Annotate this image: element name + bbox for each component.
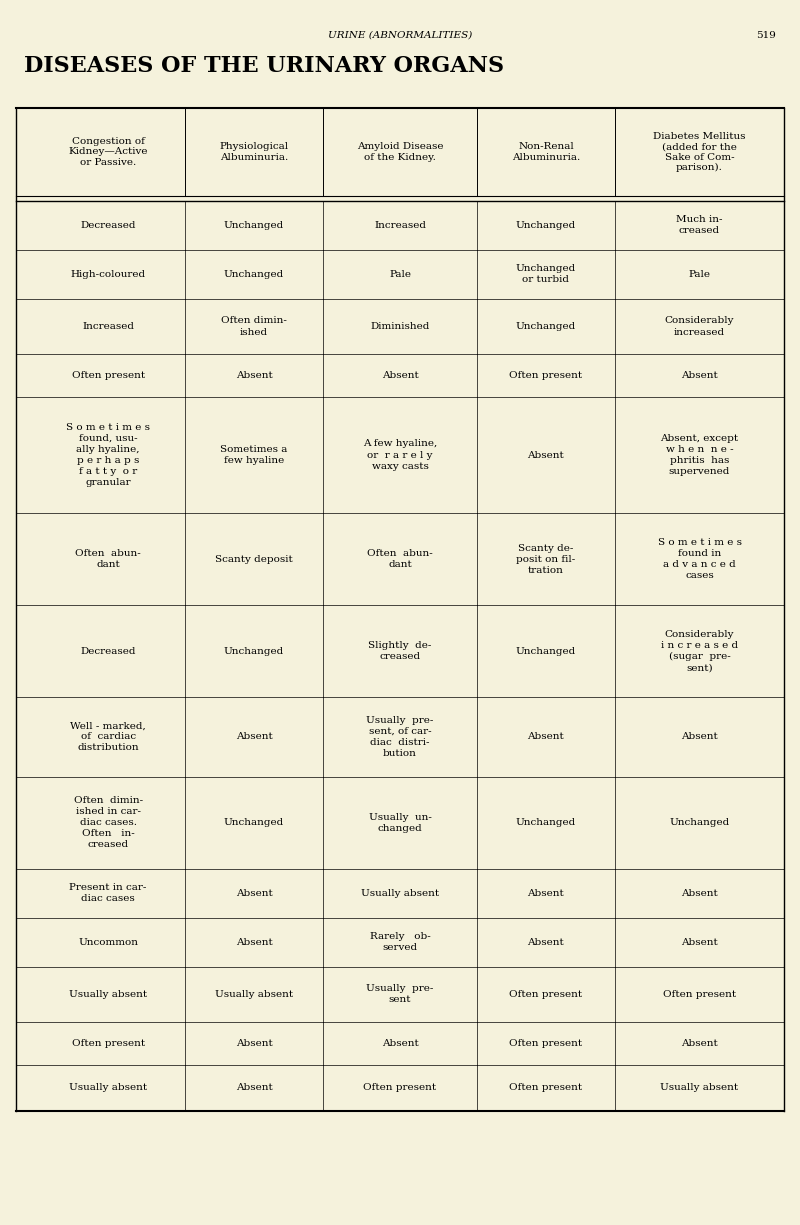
Text: Non-Renal
Albuminuria.: Non-Renal Albuminuria. bbox=[512, 142, 580, 162]
Text: Absent: Absent bbox=[382, 371, 418, 380]
Text: Rarely   ob-
served: Rarely ob- served bbox=[370, 932, 430, 952]
Text: Scanty deposit: Scanty deposit bbox=[215, 555, 293, 564]
Text: Uncommon: Uncommon bbox=[78, 937, 138, 947]
Text: Usually absent: Usually absent bbox=[69, 990, 147, 998]
Text: Absent: Absent bbox=[236, 371, 273, 380]
Text: Pale: Pale bbox=[689, 270, 710, 279]
Text: 519: 519 bbox=[756, 31, 776, 39]
Text: Unchanged: Unchanged bbox=[516, 647, 576, 655]
Text: Absent: Absent bbox=[527, 937, 564, 947]
Text: Often present: Often present bbox=[510, 1039, 582, 1047]
Text: URINE (ABNORMALITIES): URINE (ABNORMALITIES) bbox=[328, 31, 472, 39]
Text: Slightly  de-
creased: Slightly de- creased bbox=[368, 641, 432, 662]
Text: Absent: Absent bbox=[681, 733, 718, 741]
Text: Well - marked,
of  cardiac
distribution: Well - marked, of cardiac distribution bbox=[70, 722, 146, 752]
Text: Decreased: Decreased bbox=[81, 647, 136, 655]
Text: Usually absent: Usually absent bbox=[215, 990, 293, 998]
Text: Considerably
increased: Considerably increased bbox=[665, 316, 734, 337]
Text: Often present: Often present bbox=[510, 990, 582, 998]
Text: Usually absent: Usually absent bbox=[661, 1083, 738, 1093]
Text: Often present: Often present bbox=[71, 371, 145, 380]
Text: Absent, except
w h e n  n e -
phritis  has
supervened: Absent, except w h e n n e - phritis has… bbox=[661, 434, 738, 477]
Text: Absent: Absent bbox=[382, 1039, 418, 1047]
Text: Usually absent: Usually absent bbox=[69, 1083, 147, 1093]
Text: Unchanged: Unchanged bbox=[670, 818, 730, 827]
Text: Sometimes a
few hyaline: Sometimes a few hyaline bbox=[220, 445, 288, 466]
Text: Absent: Absent bbox=[527, 733, 564, 741]
Text: Increased: Increased bbox=[82, 322, 134, 331]
Text: Considerably
i n c r e a s e d
(sugar  pre-
sent): Considerably i n c r e a s e d (sugar pr… bbox=[661, 630, 738, 673]
Text: Unchanged: Unchanged bbox=[224, 818, 284, 827]
Text: Amyloid Disease
of the Kidney.: Amyloid Disease of the Kidney. bbox=[357, 142, 443, 162]
Text: Usually absent: Usually absent bbox=[361, 888, 439, 898]
Text: Usually  pre-
sent, of car-
diac  distri-
bution: Usually pre- sent, of car- diac distri- … bbox=[366, 715, 434, 758]
Text: Often present: Often present bbox=[510, 371, 582, 380]
Text: Absent: Absent bbox=[527, 451, 564, 459]
Text: S o m e t i m e s
found in
a d v a n c e d
cases: S o m e t i m e s found in a d v a n c e… bbox=[658, 538, 742, 581]
Text: Usually  un-
changed: Usually un- changed bbox=[369, 812, 431, 833]
Text: Diabetes Mellitus
(added for the
Sake of Com-
parison).: Diabetes Mellitus (added for the Sake of… bbox=[654, 132, 746, 172]
Text: A few hyaline,
or  r a r e l y
waxy casts: A few hyaline, or r a r e l y waxy casts bbox=[363, 440, 437, 470]
Text: Diminished: Diminished bbox=[370, 322, 430, 331]
Text: Unchanged: Unchanged bbox=[224, 270, 284, 279]
Text: High-coloured: High-coloured bbox=[70, 270, 146, 279]
Text: Physiological
Albuminuria.: Physiological Albuminuria. bbox=[219, 142, 289, 162]
Text: Absent: Absent bbox=[236, 1083, 273, 1093]
Text: Increased: Increased bbox=[374, 220, 426, 230]
Text: Unchanged: Unchanged bbox=[516, 818, 576, 827]
Text: Often present: Often present bbox=[663, 990, 736, 998]
Text: Absent: Absent bbox=[681, 937, 718, 947]
Text: Unchanged: Unchanged bbox=[516, 322, 576, 331]
Text: Often  abun-
dant: Often abun- dant bbox=[75, 549, 141, 570]
Text: Often present: Often present bbox=[363, 1083, 437, 1093]
Text: Unchanged: Unchanged bbox=[516, 220, 576, 230]
Text: Usually  pre-
sent: Usually pre- sent bbox=[366, 984, 434, 1004]
Text: Scanty de-
posit on fil-
tration: Scanty de- posit on fil- tration bbox=[516, 544, 575, 575]
Text: Absent: Absent bbox=[681, 888, 718, 898]
Text: Often present: Often present bbox=[71, 1039, 145, 1047]
Text: Unchanged
or turbid: Unchanged or turbid bbox=[516, 265, 576, 284]
Text: Unchanged: Unchanged bbox=[224, 647, 284, 655]
Text: Often  dimin-
ished in car-
diac cases.
Often   in-
creased: Often dimin- ished in car- diac cases. O… bbox=[74, 796, 142, 849]
Text: Congestion of
Kidney—Active
or Passive.: Congestion of Kidney—Active or Passive. bbox=[69, 137, 148, 167]
Text: Present in car-
diac cases: Present in car- diac cases bbox=[70, 883, 147, 903]
Text: Often present: Often present bbox=[510, 1083, 582, 1093]
Text: S o m e t i m e s
found, usu-
ally hyaline,
p e r h a p s
f a t t y  o r
granula: S o m e t i m e s found, usu- ally hyali… bbox=[66, 423, 150, 488]
Text: Often dimin-
ished: Often dimin- ished bbox=[221, 316, 287, 337]
Text: DISEASES OF THE URINARY ORGANS: DISEASES OF THE URINARY ORGANS bbox=[24, 55, 504, 77]
Text: Absent: Absent bbox=[681, 1039, 718, 1047]
Text: Much in-
creased: Much in- creased bbox=[676, 216, 722, 235]
Text: Absent: Absent bbox=[236, 888, 273, 898]
Text: Absent: Absent bbox=[236, 1039, 273, 1047]
Text: Absent: Absent bbox=[527, 888, 564, 898]
Text: Pale: Pale bbox=[389, 270, 411, 279]
Text: Absent: Absent bbox=[681, 371, 718, 380]
Text: Often  abun-
dant: Often abun- dant bbox=[367, 549, 433, 570]
Text: Unchanged: Unchanged bbox=[224, 220, 284, 230]
Text: Decreased: Decreased bbox=[81, 220, 136, 230]
Text: Absent: Absent bbox=[236, 733, 273, 741]
Text: Absent: Absent bbox=[236, 937, 273, 947]
